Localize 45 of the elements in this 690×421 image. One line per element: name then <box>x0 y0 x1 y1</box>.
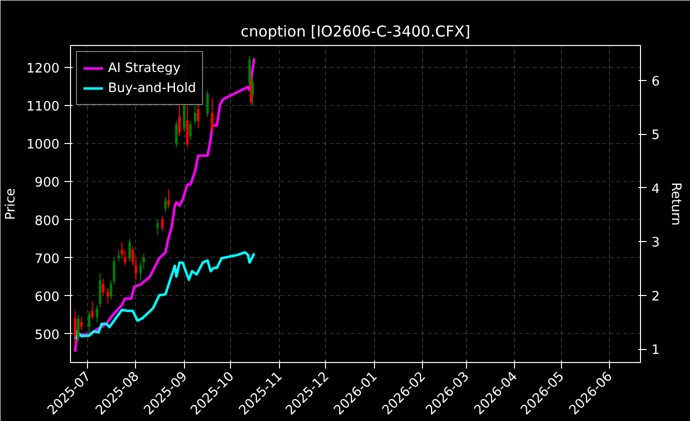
candlestick <box>186 105 189 148</box>
y-tick-label: 800 <box>34 214 60 229</box>
y-tick-label: 700 <box>34 252 60 267</box>
line-series <box>74 57 256 354</box>
candlestick <box>77 314 80 342</box>
legend-label: Buy-and-Hold <box>108 80 196 96</box>
candlestick <box>118 250 120 262</box>
y2-axis-title: Return <box>668 182 683 226</box>
y2-tick-label: 5 <box>652 128 660 144</box>
candlestick <box>196 103 200 129</box>
y-tick-label: 600 <box>34 290 60 305</box>
candlestick <box>96 304 98 324</box>
candlestick <box>164 196 167 213</box>
candlestick <box>175 120 178 148</box>
y-tick-label: 900 <box>34 176 60 191</box>
y-tick-label: 1100 <box>26 100 60 115</box>
candlestick <box>161 215 164 232</box>
candlestick <box>88 310 90 334</box>
candlestick <box>102 278 104 296</box>
candlestick <box>178 105 181 137</box>
candlestick <box>189 120 192 140</box>
y2-tick-label: 6 <box>652 74 660 90</box>
legend-label: AI Strategy <box>108 60 181 76</box>
chart-title: cnoption [IO2606-C-3400.CFX] <box>240 22 470 40</box>
candlestick <box>206 90 209 118</box>
candlestick <box>194 105 196 126</box>
candlestick <box>80 316 83 331</box>
candlestick <box>210 98 214 133</box>
candlestick <box>128 238 131 262</box>
candlestick <box>156 219 159 236</box>
y2-tick-label: 3 <box>652 236 660 251</box>
y2-tick-label: 2 <box>652 289 660 304</box>
candlestick <box>91 301 94 320</box>
y-axis-title: Price <box>3 188 18 220</box>
y-tick-label: 500 <box>34 328 60 343</box>
y-tick-label: 1200 <box>26 62 60 77</box>
y-tick-label: 1000 <box>26 138 60 153</box>
line-series <box>74 251 256 341</box>
candlestick <box>98 272 102 308</box>
y2-tick-label: 4 <box>652 182 660 197</box>
candlestick <box>167 188 170 209</box>
candlestick <box>106 288 110 304</box>
y2-tick-label: 1 <box>652 343 660 358</box>
candlestick <box>74 310 76 346</box>
candlestick <box>182 103 186 133</box>
